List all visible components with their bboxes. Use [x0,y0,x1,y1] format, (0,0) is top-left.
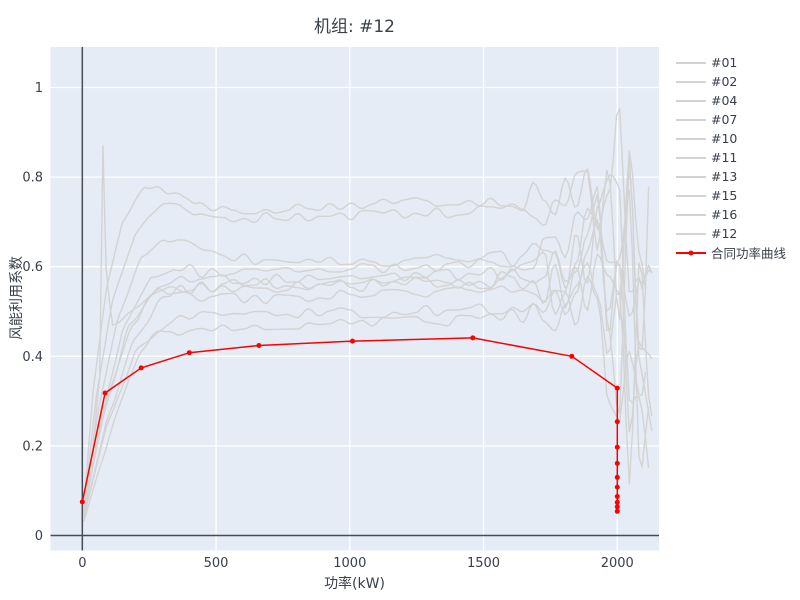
contract-line-swatch [676,250,706,255]
x-tick-label: 2000 [601,556,634,571]
contract-curve-marker [350,338,355,344]
turbine-series-12 [83,145,650,514]
turbine-series-07 [83,207,653,518]
turbine-line-swatch [676,232,706,235]
legend-label: #11 [711,150,738,165]
y-tick-label: 1 [35,81,43,96]
turbine-series-10 [83,162,650,514]
legend-item-02[interactable]: #02 [676,72,798,91]
legend: #01 #02 #04 #07 #10 #11 #13 #15 #16 #12 合同功率曲线 [676,53,798,262]
legend-label: #16 [711,207,738,222]
contract-curve-marker [614,484,620,490]
turbine-line-swatch [676,156,706,159]
chart-title: 机组: #12 [313,17,395,37]
y-tick-label: 0.4 [22,350,43,365]
legend-label: #10 [711,131,738,146]
y-tick-label: 0 [35,529,43,544]
x-axis-title: 功率(kW) [324,576,385,592]
gridlines [50,47,659,551]
turbine-line-swatch [676,80,706,83]
legend-item-16[interactable]: #16 [676,205,798,224]
turbine-line-swatch [676,175,706,178]
x-tick-label: 1500 [467,556,500,571]
x-tick-label: 500 [204,556,229,571]
contract-curve-marker [569,353,575,359]
legend-item-01[interactable]: #01 [676,53,798,72]
contract-curve-marker [614,444,620,450]
legend-item-合同功率曲线[interactable]: 合同功率曲线 [676,243,798,262]
turbine-line-swatch [676,213,706,216]
x-tick-label: 0 [78,556,86,571]
turbine-series-11 [83,157,653,518]
legend-item-13[interactable]: #13 [676,167,798,186]
contract-curve-marker [614,474,620,480]
legend-label: #04 [711,93,738,108]
y-tick-label: 0.8 [22,171,43,186]
contract-curve-marker [138,365,144,371]
turbine-line-swatch [676,137,706,140]
y-tick-label: 0.2 [22,439,43,454]
turbine-curves [83,107,653,523]
contract-curve-marker [256,343,262,348]
legend-item-10[interactable]: #10 [676,129,798,148]
contract-curve-marker [614,419,620,425]
turbine-series-01 [83,107,653,509]
turbine-line-swatch [676,61,706,64]
plot-area[interactable] [50,47,660,551]
legend-item-04[interactable]: #04 [676,91,798,110]
contract-curve-marker [614,508,620,514]
legend-label: #01 [711,55,738,70]
contract-curve [79,335,620,514]
legend-label: #15 [711,188,738,203]
contract-curve-marker [79,499,85,505]
contract-curve-marker [186,350,192,356]
legend-label: #12 [711,226,738,241]
x-tick-label: 1000 [333,556,366,571]
turbine-series-15 [83,262,653,518]
turbine-series-16 [83,275,647,523]
turbine-line-swatch [676,118,706,121]
turbine-series-04 [83,185,653,514]
legend-item-07[interactable]: #07 [676,110,798,129]
y-axis-title: 风能利用系数 [9,256,25,340]
legend-item-11[interactable]: #11 [676,148,798,167]
legend-label: #02 [711,74,738,89]
turbine-line-swatch [676,194,706,197]
contract-curve-marker [614,460,620,466]
legend-item-12[interactable]: #12 [676,224,798,243]
y-tick-label: 0.6 [22,260,43,275]
turbine-series-13 [83,189,650,514]
legend-label: 合同功率曲线 [711,246,787,261]
contract-curve-marker [614,385,620,391]
axis-tick-labels: 0 500 1000 1500 2000 0 0.2 0.4 0.6 0.8 1 [22,81,634,571]
turbine-series-02 [83,150,647,514]
contract-curve-marker [614,494,620,499]
legend-label: #13 [711,169,738,184]
turbine-line-swatch [676,99,706,102]
contract-curve-marker [102,390,108,396]
zero-lines [50,47,659,551]
contract-curve-marker [614,504,620,510]
legend-label: #07 [711,112,738,127]
contract-curve-marker [470,335,476,341]
legend-item-15[interactable]: #15 [676,186,798,205]
contract-curve-marker [614,499,620,505]
